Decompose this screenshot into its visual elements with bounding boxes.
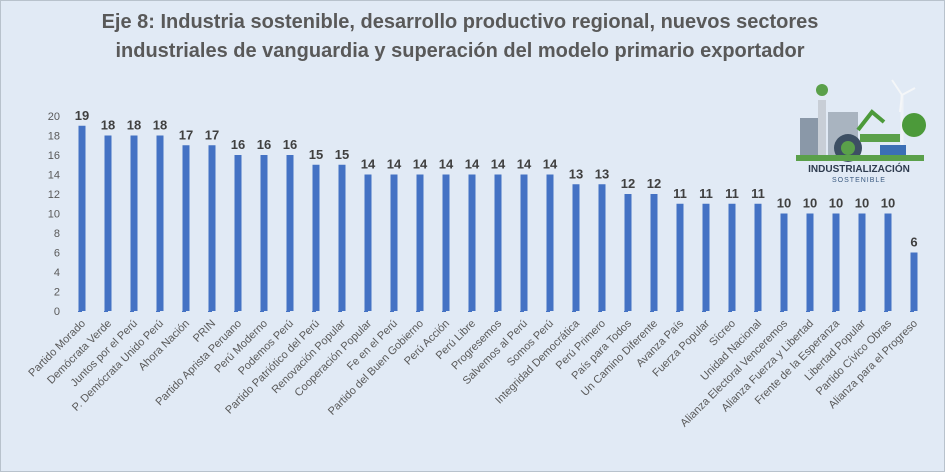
bar bbox=[546, 174, 554, 311]
data-label: 18 bbox=[153, 118, 167, 133]
bar bbox=[182, 145, 190, 311]
bar bbox=[260, 155, 268, 311]
bar bbox=[780, 213, 788, 311]
y-tick-label: 12 bbox=[48, 189, 60, 201]
logo-subtitle: SOSTENIBLE bbox=[832, 177, 886, 184]
bar bbox=[312, 164, 320, 311]
data-label: 18 bbox=[101, 118, 115, 133]
bar bbox=[728, 203, 736, 311]
bar bbox=[650, 194, 658, 311]
y-tick-label: 8 bbox=[54, 228, 60, 240]
bar bbox=[338, 164, 346, 311]
chart-title: Eje 8: Industria sostenible, desarrollo … bbox=[101, 11, 819, 62]
bar bbox=[468, 174, 476, 311]
data-label: 16 bbox=[283, 137, 297, 152]
y-tick-label: 14 bbox=[48, 170, 60, 182]
data-label: 11 bbox=[673, 186, 687, 201]
data-label: 11 bbox=[725, 186, 739, 201]
bar bbox=[624, 194, 632, 311]
data-label: 15 bbox=[309, 147, 323, 162]
data-label: 14 bbox=[465, 157, 480, 172]
bar bbox=[130, 135, 138, 311]
bar bbox=[598, 184, 606, 311]
bar bbox=[910, 252, 918, 311]
y-tick-label: 16 bbox=[48, 150, 60, 162]
data-label: 14 bbox=[387, 157, 402, 172]
data-label: 12 bbox=[647, 176, 661, 191]
data-label: 17 bbox=[205, 127, 219, 142]
data-label: 10 bbox=[803, 196, 817, 211]
logo-title: INDUSTRIALIZACIÓN bbox=[808, 164, 910, 175]
bar bbox=[442, 174, 450, 311]
bar bbox=[494, 174, 502, 311]
data-label: 13 bbox=[595, 166, 609, 181]
bar bbox=[156, 135, 164, 311]
bar bbox=[572, 184, 580, 311]
data-label: 17 bbox=[179, 127, 193, 142]
bar bbox=[806, 213, 814, 311]
bar bbox=[390, 174, 398, 311]
bar bbox=[754, 203, 762, 311]
data-label: 10 bbox=[829, 196, 843, 211]
data-label: 14 bbox=[517, 157, 532, 172]
data-label: 10 bbox=[881, 196, 895, 211]
y-tick-label: 0 bbox=[54, 306, 60, 318]
data-label: 10 bbox=[777, 196, 791, 211]
industrialization-logo bbox=[796, 79, 926, 162]
bar bbox=[702, 203, 710, 311]
data-label: 16 bbox=[231, 137, 245, 152]
data-label: 14 bbox=[413, 157, 428, 172]
y-tick-label: 18 bbox=[48, 131, 60, 143]
data-label: 19 bbox=[75, 108, 89, 123]
bar bbox=[78, 125, 86, 311]
data-label: 10 bbox=[855, 196, 869, 211]
data-label: 16 bbox=[257, 137, 271, 152]
bar bbox=[676, 203, 684, 311]
data-label: 14 bbox=[439, 157, 454, 172]
bar bbox=[208, 145, 216, 311]
y-tick-label: 20 bbox=[48, 111, 60, 123]
bar bbox=[858, 213, 866, 311]
bar bbox=[884, 213, 892, 311]
bar bbox=[520, 174, 528, 311]
data-label: 11 bbox=[699, 186, 713, 201]
y-tick-label: 2 bbox=[54, 287, 60, 299]
data-label: 13 bbox=[569, 166, 583, 181]
y-tick-label: 10 bbox=[48, 209, 60, 221]
bar bbox=[104, 135, 112, 311]
bar bbox=[234, 155, 242, 311]
data-label: 6 bbox=[910, 235, 917, 250]
data-label: 14 bbox=[543, 157, 558, 172]
data-label: 15 bbox=[335, 147, 349, 162]
data-label: 11 bbox=[751, 186, 765, 201]
data-label: 18 bbox=[127, 118, 141, 133]
data-label: 12 bbox=[621, 176, 635, 191]
data-label: 14 bbox=[361, 157, 376, 172]
bar bbox=[286, 155, 294, 311]
y-tick-label: 6 bbox=[54, 248, 60, 260]
bar bbox=[364, 174, 372, 311]
y-tick-label: 4 bbox=[54, 267, 60, 279]
bar bbox=[832, 213, 840, 311]
bar bbox=[416, 174, 424, 311]
data-label: 14 bbox=[491, 157, 506, 172]
